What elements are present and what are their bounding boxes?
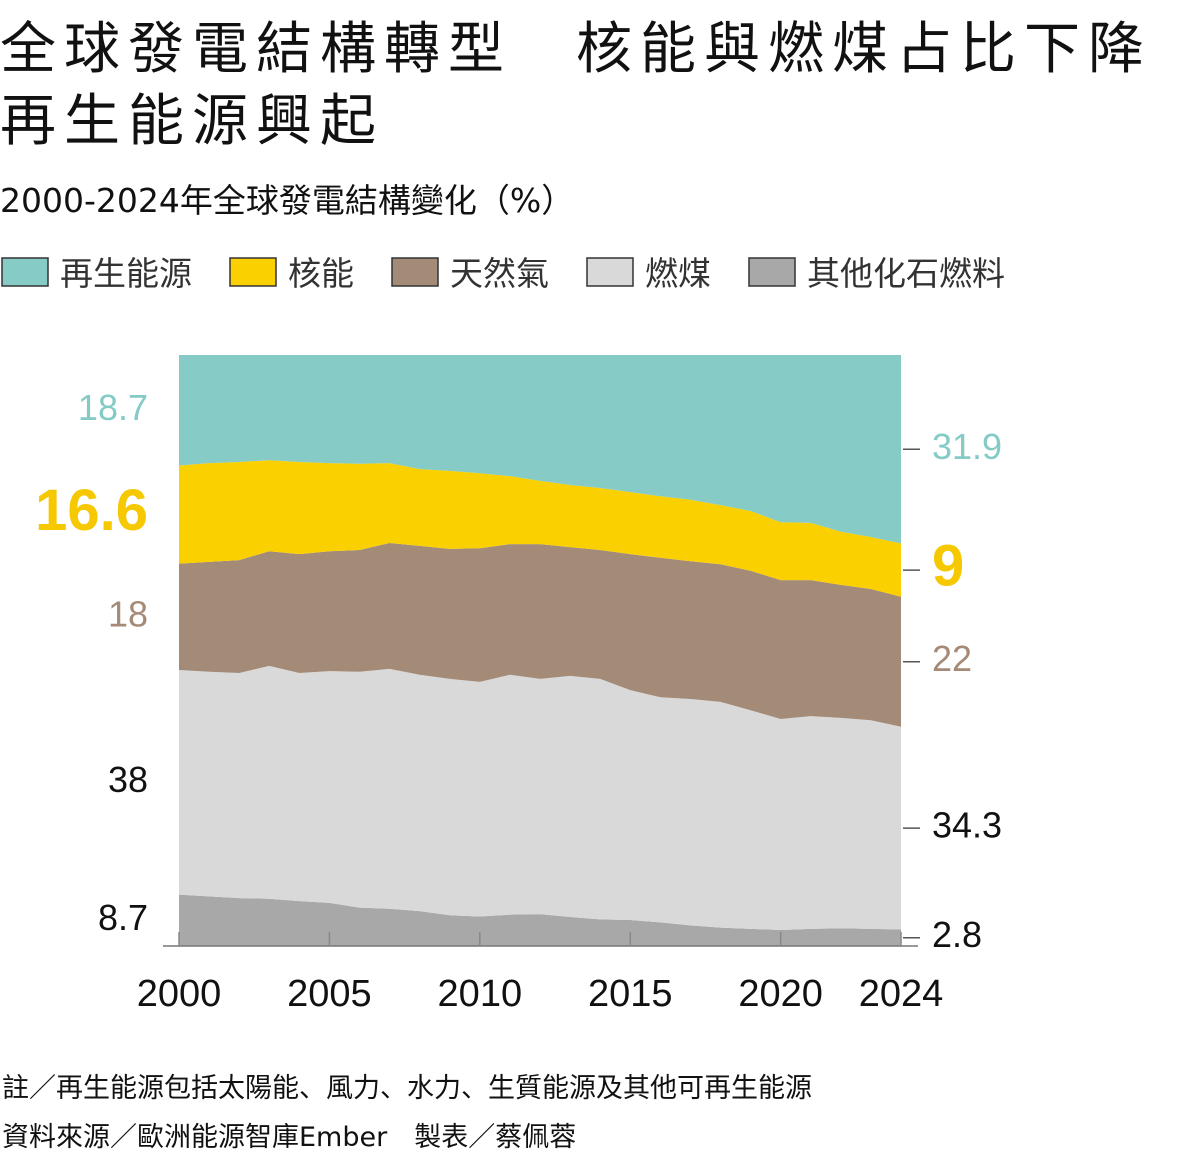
chart-title: 全球發電結構轉型 核能與燃煤占比下降 [0,17,1152,82]
value-label: 18.7 [78,387,148,428]
value-label: 31.9 [932,426,1002,467]
value-label: 34.3 [932,805,1002,846]
legend-label: 天然氣 [450,254,549,293]
x-tick-label: 2010 [438,973,523,1015]
x-tick-label: 2020 [738,973,823,1015]
value-label: 38 [108,759,148,800]
legend-swatch [1,257,49,287]
area [179,665,901,931]
x-tick-label: 2000 [137,973,222,1015]
area [179,355,901,544]
legend-swatch [748,257,796,287]
legend-swatch [586,257,634,287]
legend-swatch [229,257,277,287]
source: 資料來源／歐洲能源智庫Ember 製表／蔡佩蓉 [2,1122,576,1153]
area [179,894,901,946]
legend-swatch [391,257,439,287]
chart-subtitle: 2000-2024年全球發電結構變化（%） [0,181,574,220]
value-label: 18 [108,593,148,634]
legend-label: 核能 [288,254,354,293]
value-label: 22 [932,638,972,679]
legend-label: 其他化石燃料 [807,254,1005,293]
value-label: 16.6 [35,478,148,543]
x-tick-label: 2005 [287,973,372,1015]
note: 註／再生能源包括太陽能、風力、水力、生質能源及其他可再生能源 [2,1073,812,1104]
value-label: 8.7 [98,897,148,938]
x-tick-label: 2024 [859,973,944,1015]
legend-label: 燃煤 [645,254,711,293]
chart-title: 再生能源興起 [0,89,384,154]
legend-label: 再生能源 [60,254,192,293]
x-tick-label: 2015 [588,973,673,1015]
value-label: 2.8 [932,914,982,955]
value-label: 9 [932,533,964,598]
area [179,460,901,597]
area [179,542,901,727]
